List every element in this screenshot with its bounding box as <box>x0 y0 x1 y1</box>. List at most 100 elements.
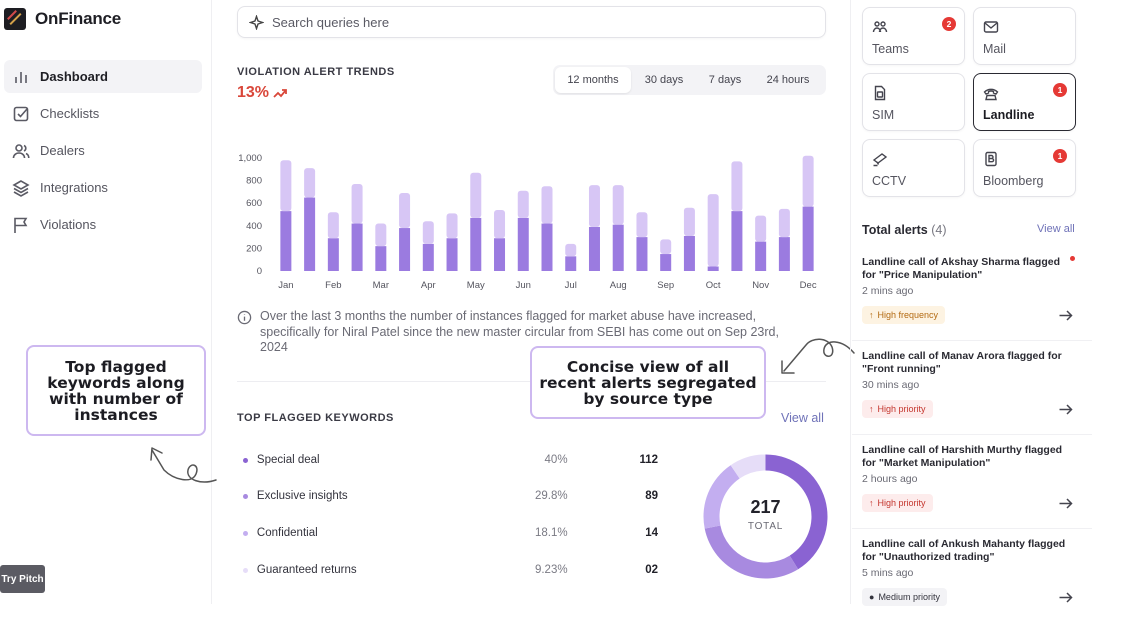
source-card-bloomberg[interactable]: 1 Bloomberg <box>973 139 1076 197</box>
search-input[interactable]: Search queries here <box>272 14 390 30</box>
bar-segment[interactable] <box>802 206 814 271</box>
alert-item[interactable]: Landline call of Akshay Sharma flagged f… <box>862 256 1076 336</box>
arrow-right-icon[interactable] <box>1058 308 1073 323</box>
keyword-row[interactable]: Exclusive insights 29.8% 89 <box>243 486 658 506</box>
bar-segment[interactable] <box>399 228 411 271</box>
alert-title: Landline call of Harshith Murthy flagged… <box>862 444 1063 469</box>
bar-segment[interactable] <box>327 212 339 239</box>
bar-segment[interactable] <box>541 223 553 271</box>
source-card-teams[interactable]: 2 Teams <box>862 7 965 65</box>
bar-segment[interactable] <box>517 190 529 218</box>
bar-segment[interactable] <box>375 246 387 271</box>
source-card-sim[interactable]: SIM <box>862 73 965 131</box>
alert-item[interactable]: Landline call of Manav Arora flagged for… <box>862 350 1076 430</box>
bar-segment[interactable] <box>778 208 790 238</box>
donut-total-label: TOTAL <box>747 521 784 532</box>
bar-segment[interactable] <box>541 186 553 224</box>
donut-slice[interactable] <box>703 465 740 529</box>
bar-segment[interactable] <box>612 185 624 225</box>
tab-30-days[interactable]: 30 days <box>644 74 684 86</box>
priority-tag: ↑ High priority <box>862 400 933 418</box>
sidebar-item-checklists[interactable]: Checklists <box>4 97 202 130</box>
keyword-row[interactable]: Special deal 40% 112 <box>243 450 658 470</box>
bar-segment[interactable] <box>802 155 814 207</box>
bar-segment[interactable] <box>517 217 529 271</box>
bar-segment[interactable] <box>588 185 600 227</box>
bar-segment[interactable] <box>683 207 695 236</box>
y-tick-label: 1,000 <box>238 153 262 164</box>
sidebar-item-dashboard[interactable]: Dashboard <box>4 60 202 93</box>
x-tick-label: Feb <box>325 280 341 291</box>
x-tick-label: Mar <box>373 280 389 291</box>
priority-tag: ↑ High frequency <box>862 306 946 324</box>
y-tick-label: 600 <box>246 198 262 209</box>
sparkle-icon <box>249 14 264 30</box>
keyword-count: 14 <box>645 527 658 539</box>
bar-segment[interactable] <box>731 161 743 212</box>
bar-segment[interactable] <box>565 243 577 257</box>
bar-segment[interactable] <box>612 224 624 271</box>
tab-24-hours[interactable]: 24 hours <box>766 74 810 86</box>
sidebar-item-violations[interactable]: Violations <box>4 208 202 241</box>
bar-segment[interactable] <box>494 209 506 239</box>
alert-item[interactable]: Landline call of Harshith Murthy flagged… <box>862 444 1076 524</box>
bar-segment[interactable] <box>422 243 434 271</box>
bar-segment[interactable] <box>494 238 506 271</box>
bar-segment[interactable] <box>351 223 363 271</box>
arrow-right-icon[interactable] <box>1058 496 1073 511</box>
try-pitch-button[interactable]: Try Pitch <box>0 565 45 593</box>
donut-slice[interactable] <box>765 454 828 570</box>
bar-segment[interactable] <box>683 235 695 271</box>
source-card-cctv[interactable]: CCTV <box>862 139 965 197</box>
app-logo[interactable]: OnFinance <box>4 8 121 30</box>
bar-segment[interactable] <box>327 238 339 271</box>
tab-7-days[interactable]: 7 days <box>708 74 742 86</box>
bar-segment[interactable] <box>470 217 482 271</box>
cctv-icon <box>872 153 888 167</box>
bar-segment[interactable] <box>565 256 577 271</box>
keyword-row[interactable]: Confidential 18.1% 14 <box>243 523 658 543</box>
bar-segment[interactable] <box>304 168 316 198</box>
bar-segment[interactable] <box>636 212 648 238</box>
sidebar-item-dealers[interactable]: Dealers <box>4 134 202 167</box>
source-label: Teams <box>872 42 909 56</box>
x-tick-label: Jul <box>565 280 577 291</box>
bar-segment[interactable] <box>304 197 316 271</box>
bar-segment[interactable] <box>755 215 767 242</box>
donut-slice[interactable] <box>730 454 766 479</box>
bar-segment[interactable] <box>588 226 600 271</box>
total-alerts-label: Total alerts <box>862 223 928 237</box>
bar-segment[interactable] <box>707 266 719 271</box>
bar-segment[interactable] <box>707 194 719 267</box>
bar-segment[interactable] <box>731 211 743 271</box>
alert-item[interactable]: Landline call of Ankush Mahanty flagged … <box>862 538 1076 606</box>
alerts-view-all-link[interactable]: View all <box>1037 223 1075 235</box>
bar-segment[interactable] <box>280 211 292 271</box>
bar-segment[interactable] <box>660 239 672 255</box>
trends-change-value: 13% <box>237 84 270 101</box>
search-bar[interactable]: Search queries here <box>237 6 826 38</box>
bar-segment[interactable] <box>778 237 790 271</box>
arrow-right-icon[interactable] <box>1058 590 1073 605</box>
bar-segment[interactable] <box>422 221 434 244</box>
sidebar-item-integrations[interactable]: Integrations <box>4 171 202 204</box>
bar-segment[interactable] <box>636 237 648 271</box>
donut-slice[interactable] <box>704 525 799 579</box>
bar-segment[interactable] <box>755 241 767 271</box>
bar-segment[interactable] <box>470 172 482 218</box>
bar-segment[interactable] <box>446 238 458 271</box>
source-card-mail[interactable]: Mail <box>973 7 1076 65</box>
bar-segment[interactable] <box>446 213 458 239</box>
tab-12-months[interactable]: 12 months <box>555 67 631 93</box>
keywords-view-all-link[interactable]: View all <box>781 411 824 425</box>
keyword-count: 02 <box>645 564 658 576</box>
arrow-right-icon[interactable] <box>1058 402 1073 417</box>
priority-tag-label: High frequency <box>877 310 939 320</box>
bar-segment[interactable] <box>660 254 672 271</box>
bar-segment[interactable] <box>399 193 411 229</box>
bar-segment[interactable] <box>280 160 292 212</box>
keyword-row[interactable]: Guaranteed returns 9.23% 02 <box>243 560 658 580</box>
source-card-landline[interactable]: 1 Landline <box>973 73 1076 131</box>
bar-segment[interactable] <box>375 223 387 247</box>
bar-segment[interactable] <box>351 183 363 224</box>
